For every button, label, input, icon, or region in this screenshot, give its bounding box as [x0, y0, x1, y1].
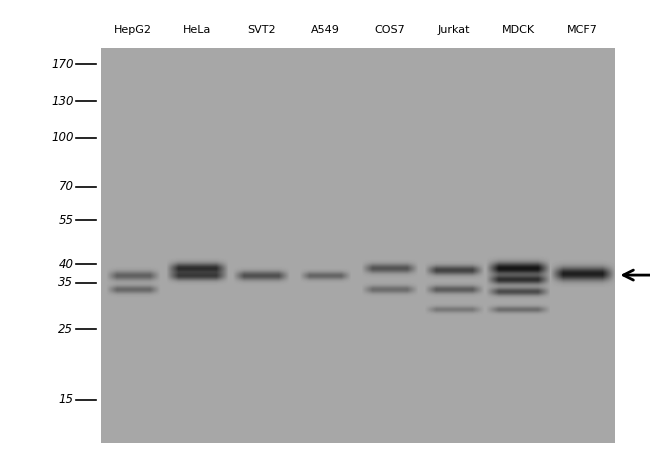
- Text: 40: 40: [58, 258, 73, 271]
- Text: 100: 100: [51, 131, 73, 144]
- Bar: [231, 48, 291, 443]
- Text: MDCK: MDCK: [501, 24, 534, 35]
- Text: SVT2: SVT2: [247, 24, 276, 35]
- Text: 70: 70: [58, 180, 73, 194]
- Bar: [103, 48, 163, 443]
- Text: MCF7: MCF7: [567, 24, 597, 35]
- Bar: [295, 48, 356, 443]
- Text: 15: 15: [58, 393, 73, 407]
- Bar: [552, 48, 612, 443]
- Text: HeLa: HeLa: [183, 24, 211, 35]
- Text: 130: 130: [51, 95, 73, 108]
- Bar: [167, 48, 228, 443]
- Text: HepG2: HepG2: [114, 24, 152, 35]
- Text: 35: 35: [58, 276, 73, 289]
- Text: A549: A549: [311, 24, 340, 35]
- Bar: [101, 48, 614, 443]
- Bar: [424, 48, 484, 443]
- Bar: [359, 48, 420, 443]
- Text: COS7: COS7: [374, 24, 405, 35]
- Text: 170: 170: [51, 58, 73, 71]
- Text: Jurkat: Jurkat: [437, 24, 470, 35]
- Text: 55: 55: [58, 214, 73, 227]
- Bar: [488, 48, 548, 443]
- Text: 25: 25: [58, 323, 73, 336]
